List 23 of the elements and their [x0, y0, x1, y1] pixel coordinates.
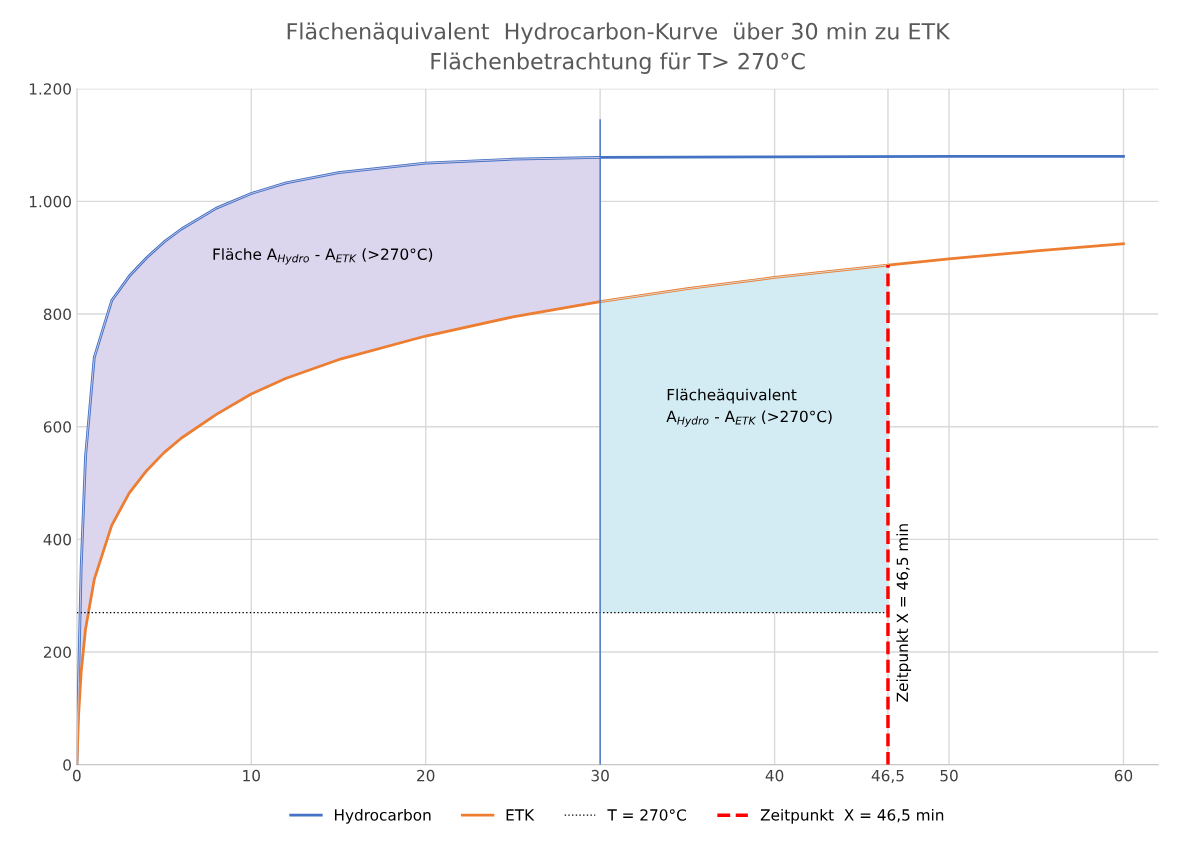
y-tick-label: 800	[43, 308, 71, 321]
legend-label: Zeitpunkt X = 46,5 min	[760, 808, 944, 824]
x-tick-label: 30	[591, 769, 609, 782]
y-tick-label: 1.200	[29, 83, 71, 95]
y-tick-label: 400	[43, 533, 71, 546]
y-tick-label: 200	[43, 646, 71, 659]
x-tick-label: 46,5	[871, 769, 904, 783]
legend-label: Hydrocarbon	[335, 808, 431, 824]
y-tick-label: 600	[43, 421, 71, 433]
y-tick-label: 0	[63, 759, 71, 771]
annotation: Flächeäquivalent A$_{Hydro}$ - A$_{ETK}$ (>270°C)	[666, 388, 832, 427]
x-tick-label: 50	[940, 769, 958, 782]
x-tick-label: 40	[765, 769, 784, 782]
x-tick-label: 20	[417, 769, 435, 782]
x-tick-label: 60	[1114, 769, 1133, 782]
annotation: Fläche A$_{Hydro}$ - A$_{ETK}$ (>270°C)	[213, 248, 433, 265]
x-tick-label: 0	[72, 769, 81, 782]
y-tick-label: 1.000	[29, 195, 71, 208]
legend-label: T = 270°C	[607, 809, 686, 821]
legend-label: ETK	[506, 809, 535, 821]
chart-title: Flächenäquivalent Hydrocarbon-Kurve über 30 min zu ETK Flächenbetrachtung für T> 270°C	[287, 22, 951, 74]
x-tick-label: 10	[243, 769, 260, 782]
annotation: Zeitpunkt X = 46,5 min	[896, 524, 912, 702]
